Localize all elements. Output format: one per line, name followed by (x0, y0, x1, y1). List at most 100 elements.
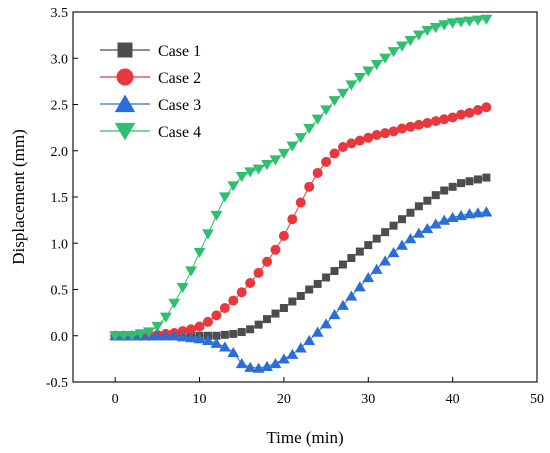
series-4 (109, 14, 493, 342)
data-point (465, 177, 474, 186)
data-point (168, 298, 181, 309)
data-point (176, 282, 189, 294)
data-point (194, 321, 205, 332)
data-point (414, 202, 423, 211)
x-tick-label: 20 (277, 392, 291, 407)
data-point (345, 290, 358, 301)
data-point (472, 207, 484, 218)
data-point (379, 53, 392, 64)
y-axis-title: Displacement (mm) (9, 129, 28, 265)
data-point (430, 116, 441, 127)
x-tick-label: 30 (361, 392, 375, 407)
data-point (448, 182, 457, 191)
data-point (305, 285, 314, 294)
data-point (370, 60, 383, 71)
data-point (142, 327, 155, 338)
y-tick-label: 0.5 (51, 284, 69, 299)
data-point (296, 291, 305, 300)
data-point (320, 318, 333, 329)
legend-item: Case 3 (100, 94, 201, 114)
data-point (261, 159, 273, 171)
data-point (438, 214, 451, 225)
data-point (330, 267, 339, 275)
data-point (295, 197, 306, 208)
data-point (457, 179, 466, 188)
legend-item: Case 1 (100, 42, 201, 60)
data-point (362, 271, 375, 283)
data-point (363, 132, 374, 143)
data-point (228, 295, 239, 306)
data-point (413, 119, 424, 130)
data-point (286, 141, 299, 152)
data-point (421, 25, 434, 36)
data-point (440, 186, 449, 195)
data-point (109, 331, 122, 342)
data-point (346, 138, 357, 149)
data-point (412, 30, 425, 41)
data-point (472, 105, 483, 116)
data-point (473, 175, 482, 184)
data-point (236, 287, 247, 298)
legend-marker (117, 42, 133, 58)
legend-label: Case 2 (158, 70, 201, 87)
legend-label: Case 1 (158, 43, 201, 60)
data-point (185, 332, 198, 343)
data-point (227, 181, 240, 192)
data-point (481, 102, 492, 113)
data-point (288, 297, 297, 306)
data-point (396, 41, 408, 52)
data-point (244, 361, 257, 372)
y-tick-label: 2.0 (51, 145, 69, 160)
data-point (202, 316, 213, 327)
data-point (185, 266, 198, 277)
data-point (261, 360, 273, 371)
data-point (304, 181, 315, 192)
y-tick-label: 1.5 (51, 191, 69, 206)
data-point (345, 80, 358, 91)
data-point (253, 267, 264, 278)
data-point (151, 321, 164, 332)
data-point (380, 128, 391, 139)
data-point (202, 229, 214, 240)
data-point (353, 281, 366, 292)
data-point (463, 16, 476, 27)
legend: Case 1 Case 2 Case 3 Case 4 (100, 42, 201, 141)
data-point (362, 66, 375, 77)
data-point (277, 148, 290, 160)
data-point (464, 107, 475, 118)
data-point (355, 247, 364, 256)
data-point (117, 331, 130, 342)
data-point (429, 23, 442, 34)
data-point (480, 206, 493, 217)
data-point (354, 135, 365, 146)
data-point (328, 308, 341, 320)
data-point (270, 244, 281, 255)
data-point (237, 328, 246, 337)
data-point (219, 303, 230, 313)
data-point (370, 263, 383, 274)
legend-label: Case 4 (158, 124, 201, 141)
data-point (337, 142, 348, 153)
data-point (447, 112, 458, 123)
data-point (337, 88, 349, 99)
data-point (480, 14, 493, 25)
data-point (193, 247, 206, 258)
data-point (235, 171, 248, 183)
data-point (389, 221, 398, 230)
data-point (245, 278, 256, 289)
data-point (218, 341, 231, 352)
data-point (431, 191, 440, 200)
series-3 (109, 206, 493, 373)
data-point (328, 96, 341, 107)
data-point (372, 234, 381, 243)
y-tick-label: 3.5 (51, 6, 69, 21)
data-point (269, 155, 282, 166)
x-tick-label: 50 (530, 392, 544, 407)
data-point (371, 130, 382, 141)
legend-marker (114, 122, 136, 141)
data-point (262, 256, 273, 267)
y-tick-label: 3.0 (51, 52, 69, 67)
data-point (446, 18, 459, 29)
data-point (151, 330, 164, 341)
data-point (322, 273, 331, 282)
